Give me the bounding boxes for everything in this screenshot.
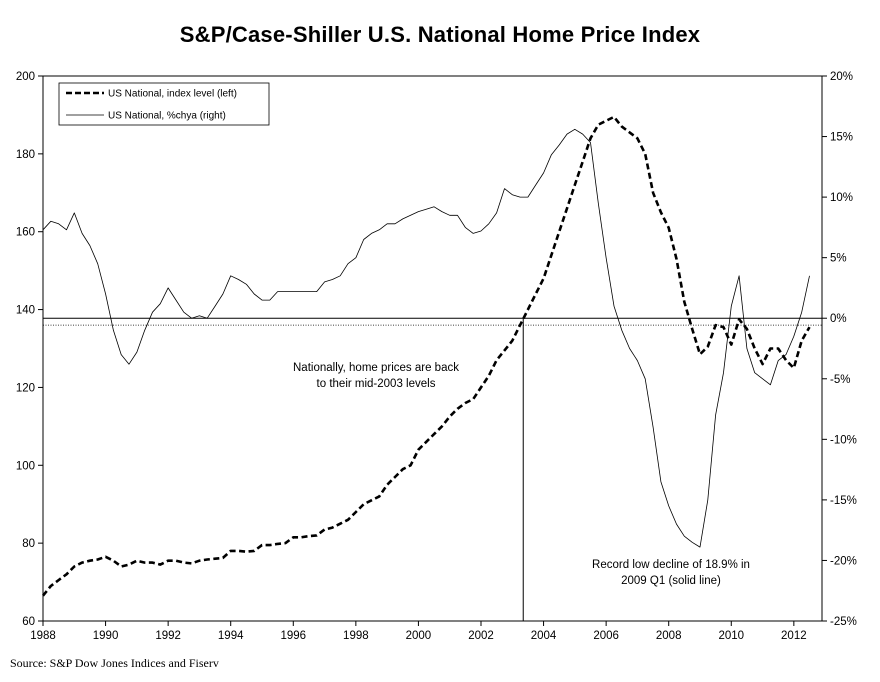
x-tick-label-2006: 2006 bbox=[593, 630, 619, 642]
x-tick-label-1996: 1996 bbox=[280, 630, 306, 642]
x-tick-label-2008: 2008 bbox=[656, 630, 682, 642]
x-axis: 1988 1990 1992 1994 1996 1998 2000 2002 2004 2006… bbox=[30, 621, 807, 642]
y-right-tick-label--5: -5% bbox=[830, 374, 850, 386]
y-left-tick-label-80: 80 bbox=[22, 538, 35, 550]
legend-box bbox=[58, 82, 270, 126]
legend: US National, index level (left) US Natio… bbox=[58, 82, 270, 126]
source-note: Source: S&P Dow Jones Indices and Fiserv bbox=[10, 656, 219, 670]
chart-title: S&P/Case-Shiller U.S. National Home Pric… bbox=[179, 22, 701, 47]
y-right-tick-label-5: 5% bbox=[830, 253, 847, 265]
y-left-tick-label-160: 160 bbox=[16, 227, 35, 239]
y-right-tick-label--20: -20% bbox=[830, 555, 857, 567]
x-tick-label-2004: 2004 bbox=[531, 630, 557, 642]
x-tick-label-1998: 1998 bbox=[343, 630, 369, 642]
series-line-index-level bbox=[41, 115, 811, 597]
y-right-tick-label--10: -10% bbox=[830, 434, 857, 446]
legend-label-index-level: US National, index level (left) bbox=[108, 89, 237, 100]
legend-label-pct-chya: US National, %chya (right) bbox=[108, 111, 226, 122]
y-left-tick-label-120: 120 bbox=[16, 382, 35, 394]
y-right-tick-label-20: 20% bbox=[830, 71, 853, 83]
x-tick-label-2000: 2000 bbox=[406, 630, 432, 642]
x-tick-label-1992: 1992 bbox=[155, 630, 181, 642]
y-right-tick-label-0: 0% bbox=[830, 313, 847, 325]
x-tick-label-2012: 2012 bbox=[781, 630, 807, 642]
reference-lines bbox=[43, 317, 822, 621]
x-tick-label-2010: 2010 bbox=[718, 630, 744, 642]
y-left-tick-label-100: 100 bbox=[16, 460, 35, 472]
x-tick-label-2002: 2002 bbox=[468, 630, 494, 642]
annotation-mid-2003-line-1: Nationally, home prices are back bbox=[293, 362, 459, 374]
y-right-tick-label-10: 10% bbox=[830, 192, 853, 204]
annotation-mid-2003-line-2: to their mid-2003 levels bbox=[317, 378, 436, 390]
series-line-pct-chya bbox=[42, 128, 810, 548]
annotation-record-low-line-1: Record low decline of 18.9% in bbox=[592, 559, 750, 571]
y-left-tick-label-180: 180 bbox=[16, 149, 35, 161]
x-tick-label-1990: 1990 bbox=[93, 630, 119, 642]
y-left-tick-label-140: 140 bbox=[16, 305, 35, 317]
series-layer bbox=[41, 115, 811, 597]
y-axis-left: 60 80 100 120 140 160 180 200 bbox=[16, 71, 43, 628]
plot-frame bbox=[42, 75, 823, 622]
y-left-tick-label-60: 60 bbox=[22, 616, 35, 628]
x-tick-label-1988: 1988 bbox=[30, 630, 56, 642]
y-axis-right: -25% -20% -15% -10% -5% 0% 5% 10% 15% 20% bbox=[822, 71, 857, 628]
annotation-record-low-line-2: 2009 Q1 (solid line) bbox=[621, 575, 721, 587]
y-left-tick-label-200: 200 bbox=[16, 71, 35, 83]
x-tick-label-1994: 1994 bbox=[218, 630, 244, 642]
y-right-tick-label--15: -15% bbox=[830, 495, 857, 507]
y-right-tick-label-15: 15% bbox=[830, 132, 853, 144]
y-right-tick-label--25: -25% bbox=[830, 616, 857, 628]
